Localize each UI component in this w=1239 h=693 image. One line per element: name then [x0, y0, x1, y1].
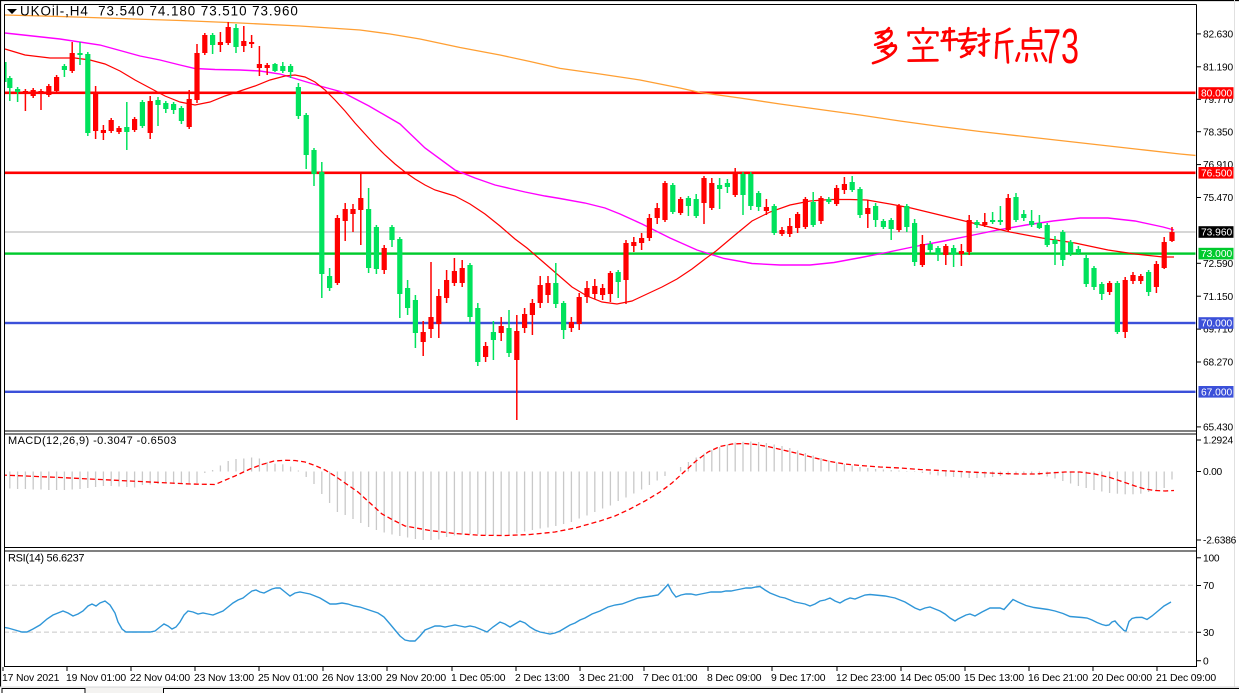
svg-text:1 Dec 05:00: 1 Dec 05:00	[451, 673, 506, 684]
svg-text:15 Dec 13:00: 15 Dec 13:00	[964, 673, 1024, 684]
svg-text:-2.6386: -2.6386	[1203, 536, 1237, 547]
svg-text:16 Dec 21:00: 16 Dec 21:00	[1028, 673, 1088, 684]
svg-text:29 Nov 20:00: 29 Nov 20:00	[386, 673, 446, 684]
svg-text:70.000: 70.000	[1201, 319, 1232, 330]
svg-text:9 Dec 17:00: 9 Dec 17:00	[771, 673, 826, 684]
svg-text:73: 73	[1043, 20, 1079, 74]
svg-text:100: 100	[1203, 553, 1220, 564]
svg-text:80.000: 80.000	[1201, 89, 1232, 100]
svg-text:7 Dec 01:00: 7 Dec 01:00	[643, 673, 698, 684]
svg-text:17 Nov 2021: 17 Nov 2021	[2, 673, 60, 684]
svg-text:8 Dec 09:00: 8 Dec 09:00	[707, 673, 762, 684]
svg-text:73.960: 73.960	[1201, 228, 1232, 239]
svg-text:25 Nov 01:00: 25 Nov 01:00	[258, 673, 318, 684]
svg-text:0.00: 0.00	[1203, 467, 1223, 478]
svg-text:76.910: 76.910	[1203, 160, 1233, 171]
svg-text:72.590: 72.590	[1203, 259, 1233, 270]
svg-text:76.500: 76.500	[1201, 168, 1232, 179]
svg-text:20 Dec 00:00: 20 Dec 00:00	[1092, 673, 1152, 684]
svg-text:30: 30	[1203, 628, 1214, 639]
svg-text:26 Nov 13:00: 26 Nov 13:00	[322, 673, 382, 684]
svg-text:21 Dec 09:00: 21 Dec 09:00	[1156, 673, 1216, 684]
svg-text:1.2924: 1.2924	[1203, 436, 1233, 447]
svg-text:70: 70	[1203, 581, 1214, 592]
svg-text:2 Dec 13:00: 2 Dec 13:00	[515, 673, 570, 684]
svg-text:22 Nov 04:00: 22 Nov 04:00	[130, 673, 190, 684]
svg-text:RSI(14) 56.6237: RSI(14) 56.6237	[8, 553, 84, 565]
svg-text:0: 0	[1203, 656, 1209, 667]
svg-text:81.190: 81.190	[1203, 62, 1233, 73]
svg-text:78.350: 78.350	[1203, 127, 1233, 138]
svg-text:73.000: 73.000	[1201, 249, 1232, 260]
svg-text:23 Nov 13:00: 23 Nov 13:00	[194, 673, 254, 684]
svg-text:75.470: 75.470	[1203, 193, 1233, 204]
svg-text:MACD(12,26,9) -0.3047 -0.6503: MACD(12,26,9) -0.3047 -0.6503	[8, 435, 177, 447]
svg-text:65.430: 65.430	[1203, 423, 1233, 434]
svg-text:71.150: 71.150	[1203, 292, 1233, 303]
svg-text:79.770: 79.770	[1203, 95, 1233, 106]
svg-text:UKOil-,H4 73.540 74.180 73.51: UKOil-,H4 73.540 74.180 73.510 73.960	[20, 4, 299, 19]
svg-text:12 Dec 23:00: 12 Dec 23:00	[836, 673, 896, 684]
svg-text:14 Dec 05:00: 14 Dec 05:00	[900, 673, 960, 684]
svg-text:19 Nov 01:00: 19 Nov 01:00	[66, 673, 126, 684]
svg-text:69.710: 69.710	[1203, 325, 1233, 336]
svg-text:3 Dec 21:00: 3 Dec 21:00	[579, 673, 634, 684]
svg-text:68.270: 68.270	[1203, 358, 1233, 369]
svg-text:82.630: 82.630	[1203, 30, 1233, 41]
svg-text:67.000: 67.000	[1201, 387, 1232, 398]
